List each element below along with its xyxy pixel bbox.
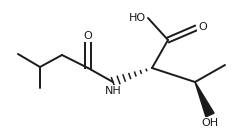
Text: O: O bbox=[84, 31, 92, 41]
Text: OH: OH bbox=[201, 118, 218, 128]
Polygon shape bbox=[195, 82, 214, 117]
Text: HO: HO bbox=[129, 13, 146, 23]
Text: NH: NH bbox=[105, 86, 121, 96]
Text: O: O bbox=[198, 22, 207, 32]
